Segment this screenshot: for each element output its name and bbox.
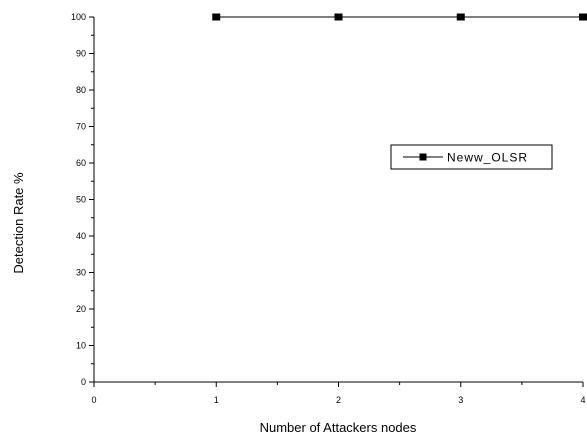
data-point-marker [579, 13, 587, 21]
legend-marker-sample [419, 153, 427, 161]
y-axis-title: Detection Rate % [11, 172, 26, 274]
y-tick-label: 20 [76, 304, 86, 314]
y-tick-label: 90 [76, 49, 86, 59]
y-tick-label: 60 [76, 158, 86, 168]
y-tick-label: 30 [76, 268, 86, 278]
x-tick-label: 0 [91, 395, 96, 405]
y-tick-label: 80 [76, 85, 86, 95]
legend: Neww_OLSR [390, 144, 553, 170]
legend-series-name: Neww_OLSR [447, 151, 528, 165]
axes [93, 17, 583, 383]
data-point-marker [334, 13, 343, 21]
data-point-marker [212, 13, 221, 21]
x-tick-label: 2 [336, 395, 341, 405]
x-tick-label: 4 [580, 395, 585, 405]
x-ticks: 0 1 2 3 4 [91, 382, 586, 405]
y-tick-label: 50 [76, 195, 86, 205]
x-tick-label: 3 [458, 395, 463, 405]
series-layer [212, 13, 587, 21]
y-tick-label: 40 [76, 231, 86, 241]
x-tick-label: 1 [214, 395, 219, 405]
y-tick-label: 70 [76, 122, 86, 132]
x-axis-title: Number of Attackers nodes [260, 420, 417, 435]
data-point-marker [456, 13, 465, 21]
y-ticks: 0 10 20 30 40 50 60 70 80 90 100 [71, 12, 94, 387]
y-tick-label: 0 [81, 377, 86, 387]
y-tick-label: 100 [71, 12, 86, 22]
y-tick-label: 10 [76, 341, 86, 351]
